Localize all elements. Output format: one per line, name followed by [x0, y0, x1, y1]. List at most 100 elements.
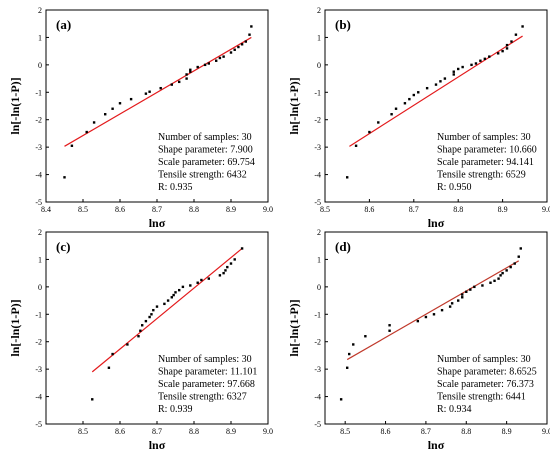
data-point [443, 77, 447, 80]
y-axis-label: ln[-ln(1-P)] [8, 299, 22, 356]
x-tick-label: 8.8 [461, 427, 471, 436]
data-point [111, 352, 114, 356]
data-point [229, 51, 233, 54]
data-point [470, 63, 473, 67]
data-point [417, 91, 420, 94]
y-tick-label: 1 [38, 33, 42, 42]
x-tick-label: 8.7 [409, 205, 419, 214]
data-point [457, 299, 460, 302]
y-tick-label: -1 [35, 88, 42, 97]
y-tick-label: 1 [317, 255, 321, 264]
data-point [481, 284, 484, 287]
data-point [200, 278, 203, 282]
info-line: Shape parameter: 8.6525 [437, 367, 537, 378]
y-tick-label: -5 [314, 420, 321, 429]
y-tick-label: -1 [314, 88, 321, 97]
x-tick-label: 9.0 [263, 205, 273, 214]
info-line: Number of samples: 30 [437, 354, 531, 365]
data-point [148, 90, 151, 93]
x-tick-label: 8.6 [115, 427, 125, 436]
data-point [218, 56, 222, 60]
data-point [222, 271, 225, 275]
x-tick-label: 8.6 [364, 205, 374, 214]
x-tick-label: 8.8 [453, 205, 463, 214]
data-point [493, 279, 496, 283]
data-point [496, 52, 500, 55]
data-point [91, 398, 94, 401]
data-point [497, 277, 500, 280]
data-point [452, 70, 455, 73]
info-line: Scale parameter: 97.668 [158, 379, 255, 390]
y-tick-label: -3 [35, 143, 42, 152]
data-point [488, 55, 491, 58]
x-tick-label: 8.7 [421, 427, 431, 436]
data-point [144, 92, 148, 95]
data-point [107, 366, 111, 369]
x-tick-label: 8.5 [78, 205, 88, 214]
data-point [483, 57, 487, 61]
info-line: Tensile strength: 6327 [158, 392, 247, 403]
info-line: R: 0.950 [437, 182, 471, 193]
data-point [412, 93, 415, 97]
data-point [352, 343, 355, 346]
y-tick-label: -4 [314, 171, 321, 180]
data-point [388, 324, 391, 327]
data-point [461, 296, 464, 299]
data-point [469, 288, 472, 291]
data-point [517, 255, 520, 258]
data-point [150, 313, 153, 316]
data-point [137, 335, 140, 338]
y-tick-label: -5 [314, 198, 321, 207]
data-point [457, 67, 460, 71]
data-point [394, 107, 398, 110]
data-point [170, 83, 173, 86]
data-point [501, 49, 504, 53]
y-tick-label: -4 [314, 393, 321, 402]
data-point [519, 247, 522, 250]
data-point [144, 319, 148, 323]
x-tick-label: 8.6 [115, 205, 125, 214]
fit-line [91, 247, 243, 373]
y-tick-label: -2 [314, 338, 321, 347]
data-point [196, 281, 199, 284]
data-point [509, 265, 512, 269]
y-tick-label: -1 [35, 310, 42, 319]
y-tick-label: 2 [317, 6, 321, 15]
data-point [207, 277, 210, 280]
chart-panel-1: 8.4 8.5 8.6 8.7 8.8 8.9 9.0 -5 -4 -3 -2 -1 0 1 2 lnσ ln[… [8, 6, 273, 230]
data-point [479, 59, 482, 62]
y-tick-label: -3 [35, 365, 42, 374]
y-tick-label: -5 [35, 198, 42, 207]
y-axis-label: ln[-ln(1-P)] [287, 299, 301, 356]
data-point [390, 113, 393, 116]
info-line: Number of samples: 30 [437, 132, 531, 143]
x-tick-label: 8.5 [78, 427, 88, 436]
x-axis-label: lnσ [428, 216, 445, 230]
data-point [505, 269, 508, 272]
data-point [240, 247, 244, 250]
data-point [185, 77, 188, 80]
x-tick-label: 8.5 [340, 427, 350, 436]
x-axis-label: lnσ [149, 216, 166, 230]
data-point [218, 274, 222, 277]
info-line: Scale parameter: 69.754 [158, 157, 255, 168]
y-tick-label: 0 [317, 61, 321, 70]
y-tick-label: 0 [38, 61, 42, 70]
info-line: Shape parameter: 7.900 [158, 145, 253, 156]
data-point [126, 343, 129, 346]
data-point [85, 130, 88, 134]
data-point [339, 398, 343, 401]
data-point [439, 80, 442, 83]
data-point [244, 40, 247, 43]
data-point [189, 284, 192, 287]
info-line: Shape parameter: 10.660 [437, 145, 537, 156]
data-point [368, 130, 371, 134]
data-point [440, 308, 444, 312]
plot-frame [324, 9, 548, 203]
data-point [434, 83, 438, 86]
data-point [465, 290, 468, 293]
info-line: Tensile strength: 6432 [158, 170, 247, 181]
data-point [461, 65, 464, 69]
data-point [63, 176, 66, 179]
